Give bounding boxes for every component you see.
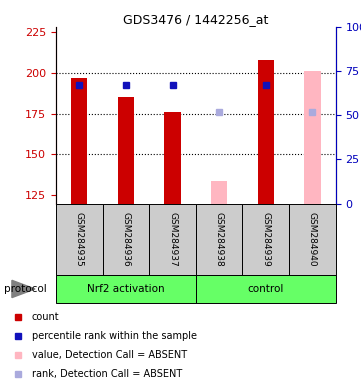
Text: percentile rank within the sample: percentile rank within the sample <box>32 331 197 341</box>
Bar <box>56 204 103 275</box>
Bar <box>196 204 243 275</box>
Bar <box>56 275 196 303</box>
Bar <box>164 112 181 204</box>
Text: rank, Detection Call = ABSENT: rank, Detection Call = ABSENT <box>32 369 182 379</box>
Bar <box>289 204 336 275</box>
Bar <box>196 275 336 303</box>
Text: value, Detection Call = ABSENT: value, Detection Call = ABSENT <box>32 350 187 360</box>
Bar <box>211 180 227 204</box>
Text: GSM284937: GSM284937 <box>168 212 177 266</box>
Bar <box>258 60 274 204</box>
Title: GDS3476 / 1442256_at: GDS3476 / 1442256_at <box>123 13 269 26</box>
Text: GSM284938: GSM284938 <box>215 212 224 266</box>
Bar <box>71 78 87 204</box>
Bar <box>304 71 321 204</box>
Text: control: control <box>248 284 284 294</box>
Bar <box>243 204 289 275</box>
Text: GSM284935: GSM284935 <box>75 212 84 266</box>
Text: GSM284940: GSM284940 <box>308 212 317 266</box>
Bar <box>103 204 149 275</box>
Polygon shape <box>12 280 35 298</box>
Text: GSM284939: GSM284939 <box>261 212 270 266</box>
Bar <box>149 204 196 275</box>
Text: protocol: protocol <box>4 284 46 294</box>
Text: GSM284936: GSM284936 <box>121 212 130 266</box>
Text: Nrf2 activation: Nrf2 activation <box>87 284 165 294</box>
Bar <box>118 97 134 204</box>
Text: count: count <box>32 312 60 322</box>
